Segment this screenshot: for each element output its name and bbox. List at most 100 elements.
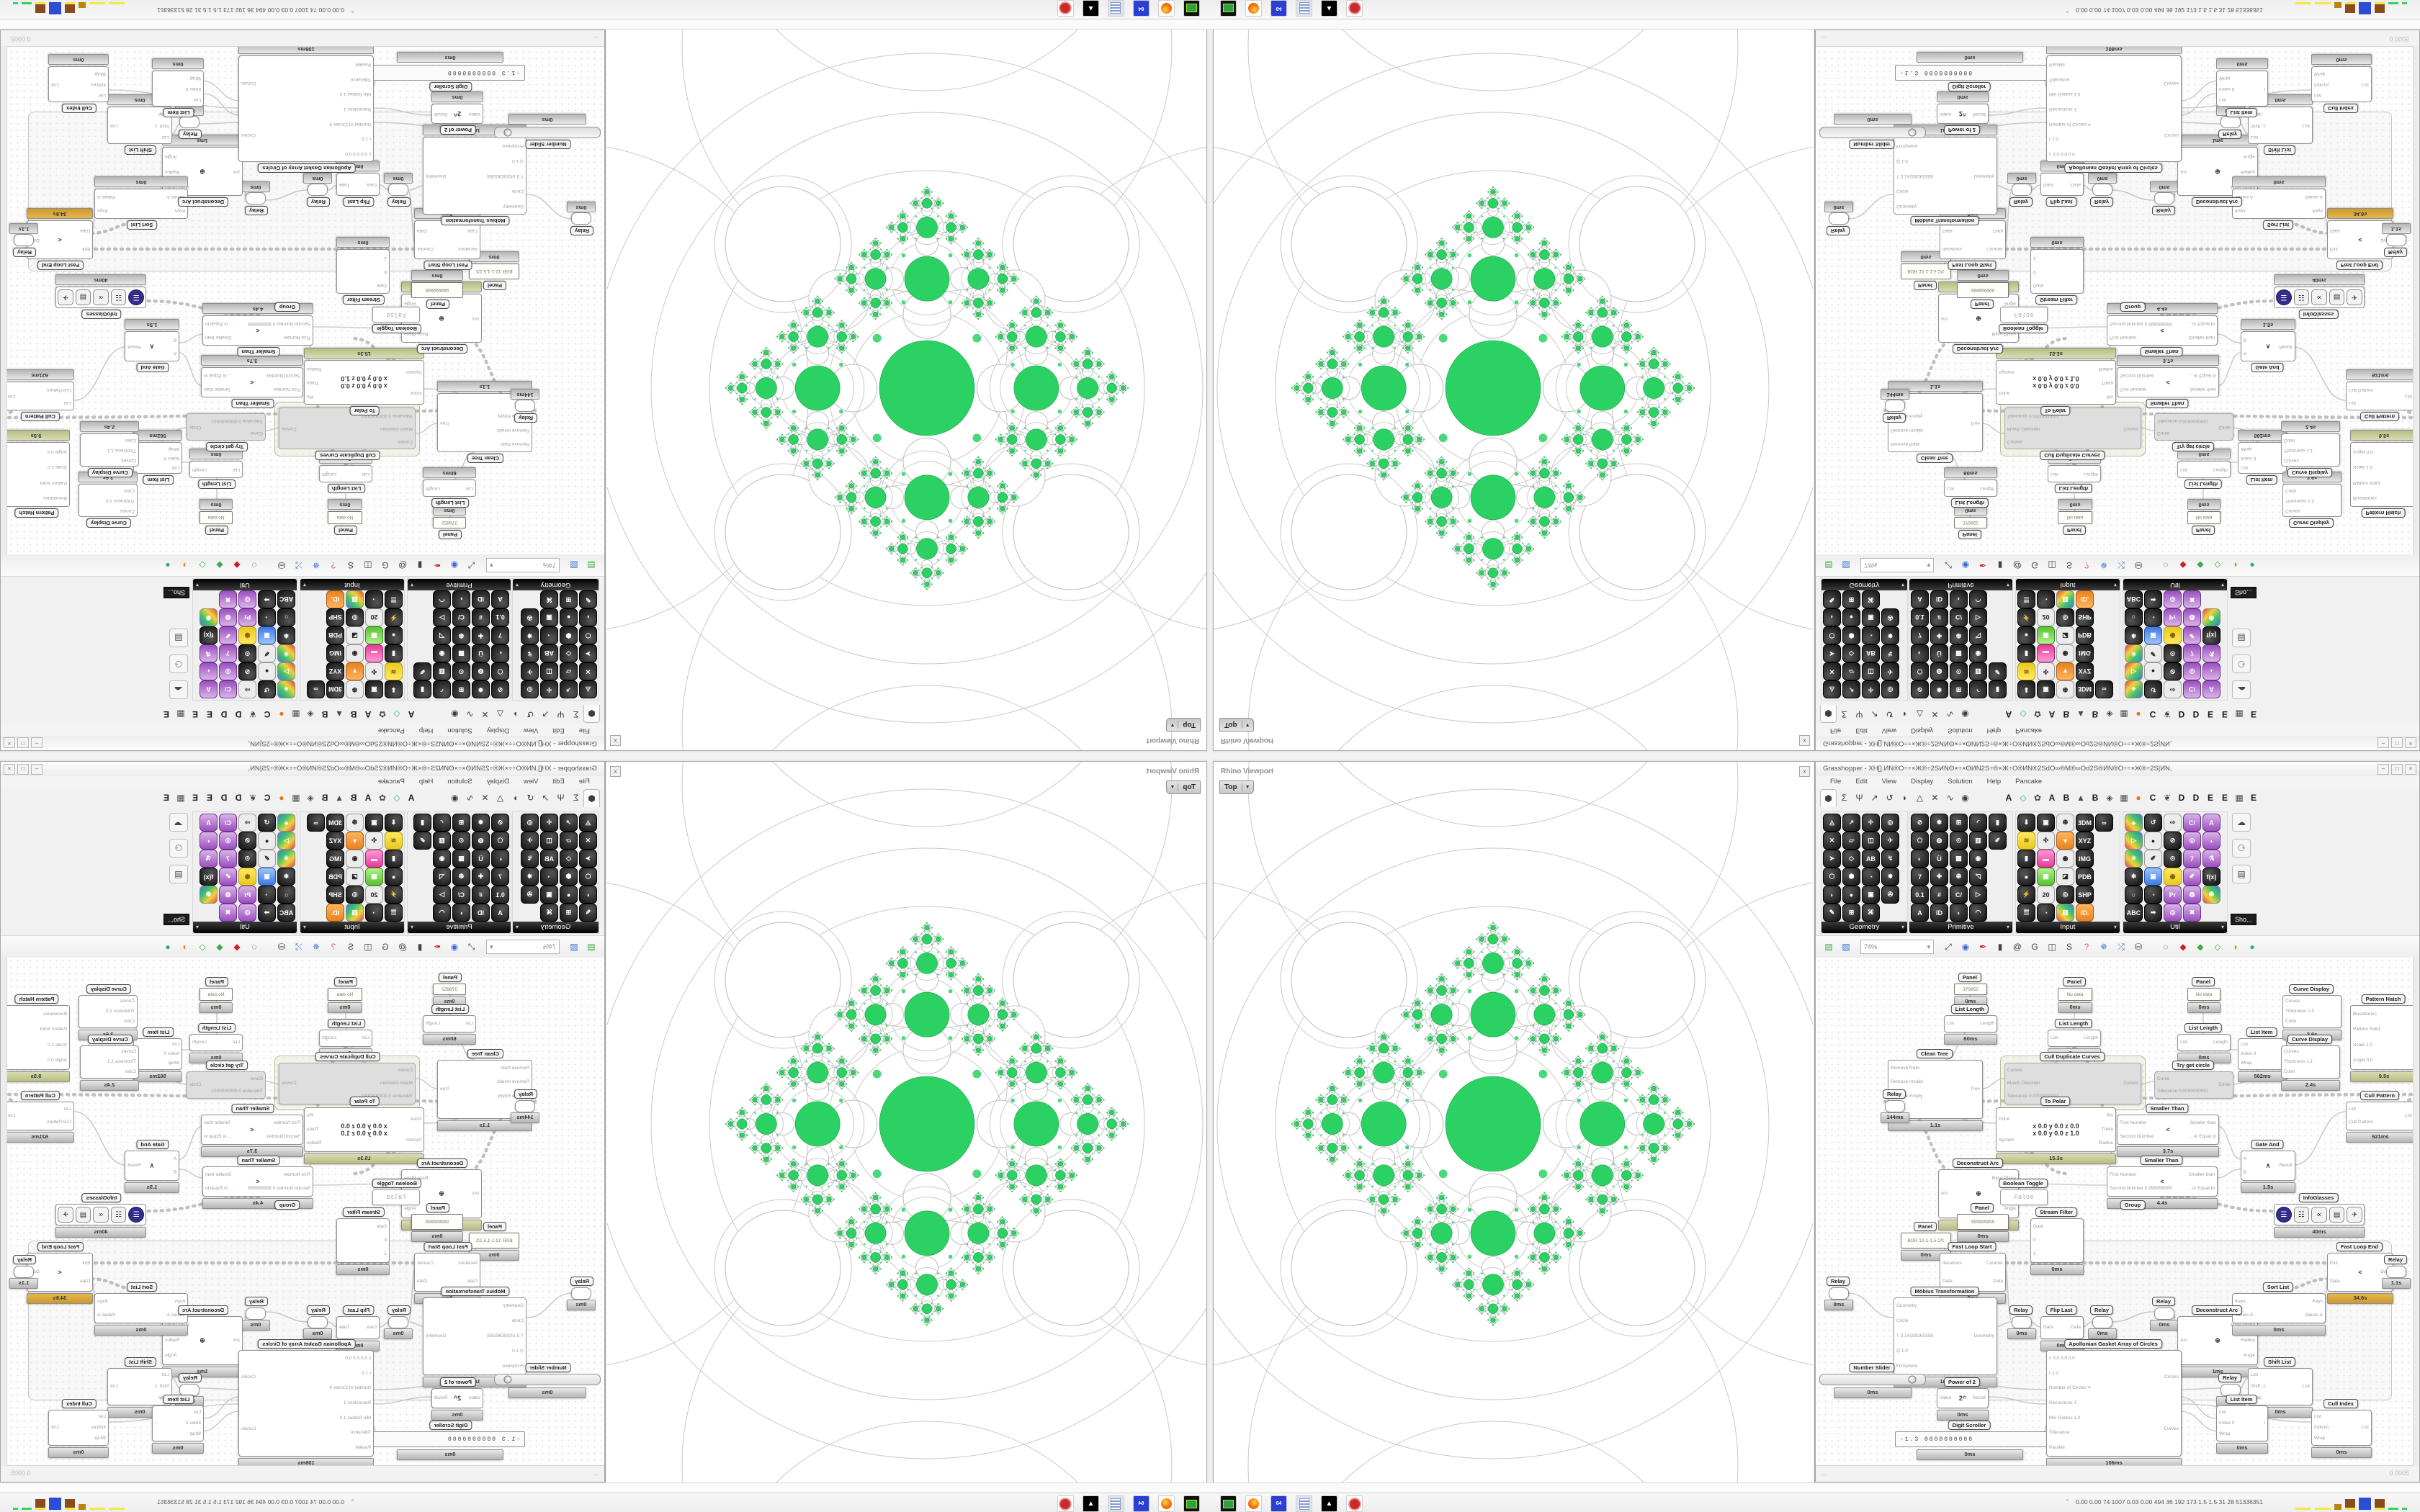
component-icon-primitive-3-0[interactable]: 7: [491, 868, 509, 886]
component-icon-util-2-1[interactable]: ✐: [258, 644, 276, 662]
infoglasses-icon-4[interactable]: ✈: [2347, 289, 2362, 305]
tab-category-icon-0[interactable]: ⬢: [1820, 789, 1837, 808]
help-box-icon[interactable]: ?: [331, 942, 336, 952]
extra-icon-0[interactable]: ☁: [169, 680, 188, 699]
component-icon-input-4-2[interactable]: ◎: [2056, 608, 2074, 626]
gh-node-relay-14[interactable]: [1885, 1100, 1905, 1112]
component-icon-primitive-5-2[interactable]: ◗: [1950, 590, 1968, 608]
viewport-view-dropdown[interactable]: Top ▼: [1219, 780, 1254, 794]
gh-node-panel-23[interactable]: BGR 12-1-1.5·2/1: [469, 1233, 519, 1248]
component-icon-input-0-1[interactable]: ▣: [365, 680, 383, 698]
component-icon-geometry-4-1[interactable]: ●: [560, 608, 578, 626]
component-icon-primitive-1-0[interactable]: ⬠: [1911, 662, 1929, 680]
gh-node-cull-pattern-13[interactable]: List Cull Pattern List: [2346, 1102, 2415, 1130]
tab-category-icon-5[interactable]: ◗: [1901, 793, 1908, 803]
component-icon-geometry-5-0[interactable]: ✎: [579, 590, 597, 608]
menu-item-display[interactable]: Display: [486, 726, 509, 734]
component-icon-geometry-0-3[interactable]: ◎: [521, 814, 539, 832]
component-icon-input-0-0[interactable]: ⬇: [2017, 814, 2035, 832]
zoom-extents-icon[interactable]: ⤢: [468, 560, 475, 571]
component-icon-util-1-4[interactable]: ◗: [2202, 662, 2220, 680]
gh-node-smaller-than-17[interactable]: First Number Second Number 0.999999999 Sma…: [202, 315, 313, 346]
component-icon-primitive-1-4[interactable]: ✐: [413, 832, 431, 850]
sketch-pen-icon[interactable]: ✒: [433, 942, 442, 952]
component-icon-geometry-4-1[interactable]: ●: [1842, 608, 1860, 626]
component-icon-input-0-3[interactable]: 3DM: [326, 814, 344, 832]
component-icon-util-1-4[interactable]: ◗: [200, 662, 218, 680]
tray-block-7[interactable]: [2402, 1508, 2407, 1510]
gh-node-curve-display-12[interactable]: Curves Thickness 1.1 Color: [2281, 433, 2340, 467]
gh-node-number-slider-36[interactable]: [494, 1374, 601, 1385]
tab-category-icon-9[interactable]: ◉: [1961, 709, 1969, 719]
component-icon-geometry-2-1[interactable]: ◇: [1842, 850, 1860, 868]
tab-category-icon-8[interactable]: ∿: [1946, 709, 1954, 719]
component-icon-util-0-4[interactable]: A: [200, 814, 218, 832]
tab-plugin-7[interactable]: ◈: [307, 793, 314, 803]
component-icon-geometry-5-2[interactable]: ⌘: [540, 904, 558, 922]
component-icon-util-1-1[interactable]: ●: [258, 832, 276, 850]
sphere-icon[interactable]: ◌: [2163, 560, 2169, 570]
tray-block-0[interactable]: [109, 1508, 125, 1510]
component-icon-util-3-3[interactable]: ✐: [2183, 626, 2201, 644]
component-icon-primitive-3-2[interactable]: ❆: [452, 626, 470, 644]
taskbar-icon-vector-app[interactable]: ▲: [1321, 0, 1337, 17]
component-icon-primitive-0-2[interactable]: ⊞: [452, 814, 470, 832]
component-icon-geometry-4-3[interactable]: ✇: [521, 886, 539, 904]
tab-plugin-0[interactable]: A: [2005, 709, 2012, 719]
component-icon-primitive-2-3[interactable]: ◉: [433, 644, 451, 662]
component-icon-geometry-1-3[interactable]: ✈: [521, 662, 539, 680]
component-icon-util-4-1[interactable]: ◔: [2144, 886, 2162, 904]
help-box-icon[interactable]: ?: [2084, 942, 2089, 952]
tab-plugin-4[interactable]: B: [2063, 709, 2070, 719]
component-icon-input-2-3[interactable]: IMG: [2076, 644, 2094, 662]
component-icon-primitive-4-2[interactable]: C/: [1950, 608, 1968, 626]
component-icon-input-4-2[interactable]: ◎: [346, 886, 364, 904]
gh-node-flip-last-31[interactable]: Data Data: [2040, 1316, 2084, 1339]
gh-node-boolean-toggle-19[interactable]: False: [2000, 307, 2048, 323]
gh-node-panel-0[interactable]: 379852: [433, 984, 466, 995]
component-icon-geometry-0-1[interactable]: ↗: [1842, 814, 1860, 832]
component-icon-geometry-0-3[interactable]: ◎: [521, 680, 539, 698]
viewport-close-icon[interactable]: x: [1799, 766, 1810, 777]
component-icon-util-2-2[interactable]: ⊙: [238, 850, 256, 868]
menu-item-file[interactable]: File: [1830, 778, 1842, 786]
mail-at-icon[interactable]: @: [2012, 942, 2022, 952]
tab-plugin-4[interactable]: B: [350, 709, 357, 719]
component-icon-util-5-1[interactable]: ➡: [2144, 590, 2162, 608]
tab-category-icon-8[interactable]: ∿: [1946, 793, 1954, 803]
component-icon-util-2-3[interactable]: 7: [2183, 850, 2201, 868]
component-icon-primitive-5-3[interactable]: ◠: [1969, 904, 1987, 922]
gh-node-m-bius-transformation-29[interactable]: Geometry Circle T 3.14159265358 Q 1.0 FixSph…: [423, 137, 526, 215]
component-icon-geometry-3-2[interactable]: ◔: [1862, 626, 1880, 644]
component-icon-util-5-2[interactable]: ◎: [238, 590, 256, 608]
component-icon-util-2-0[interactable]: ⚛: [277, 850, 295, 868]
component-icon-primitive-1-0[interactable]: ⬠: [491, 832, 509, 850]
component-icon-util-1-4[interactable]: ◗: [2202, 832, 2220, 850]
menu-item-edit[interactable]: Edit: [1855, 726, 1868, 734]
gh-node-infoglasses-21[interactable]: ☰ ☷ ∝ ▤ ✈: [2274, 1204, 2365, 1225]
gh-node-list-length-4[interactable]: List Length: [2048, 1030, 2101, 1047]
component-icon-util-5-3[interactable]: ✖: [2183, 904, 2201, 922]
tab-plugin-13[interactable]: D: [2192, 709, 2200, 719]
component-icon-geometry-2-2[interactable]: AB: [1862, 644, 1880, 662]
tray-block-3[interactable]: [65, 2, 75, 13]
gh-node-pattern-hatch-11[interactable]: Boundaries Pattern Solid Scale 1.0 Angle 0.…: [2350, 442, 2418, 507]
gh-node-relay-30[interactable]: [388, 184, 408, 196]
tab-category-icon-8[interactable]: ∿: [466, 793, 474, 803]
menu-item-pancake[interactable]: Pancake: [377, 726, 405, 734]
component-icon-primitive-4-0[interactable]: 0.1: [491, 886, 509, 904]
component-icon-geometry-2-0[interactable]: ➤: [1823, 850, 1841, 868]
component-icon-primitive-5-1[interactable]: ID: [472, 590, 490, 608]
component-icon-input-5-1[interactable]: ◔: [365, 590, 383, 608]
component-icon-geometry-5-2[interactable]: ⌘: [540, 590, 558, 608]
component-icon-input-5-0[interactable]: ☰: [385, 904, 403, 922]
gh-node-power-of-2-37[interactable]: Value Result 2^: [1937, 104, 1989, 124]
gh-node-power-of-2-37[interactable]: Value Result 2^: [431, 104, 483, 124]
gh-node-stream-filter-24[interactable]: Gate 0 1: [336, 249, 390, 294]
tab-plugin-10[interactable]: C: [2149, 709, 2156, 719]
component-icon-primitive-4-0[interactable]: 0.1: [1911, 608, 1929, 626]
tab-category-icon-3[interactable]: ↗: [1870, 709, 1878, 719]
component-icon-primitive-5-2[interactable]: ◗: [452, 904, 470, 922]
component-icon-geometry-0-1[interactable]: ↗: [560, 680, 578, 698]
